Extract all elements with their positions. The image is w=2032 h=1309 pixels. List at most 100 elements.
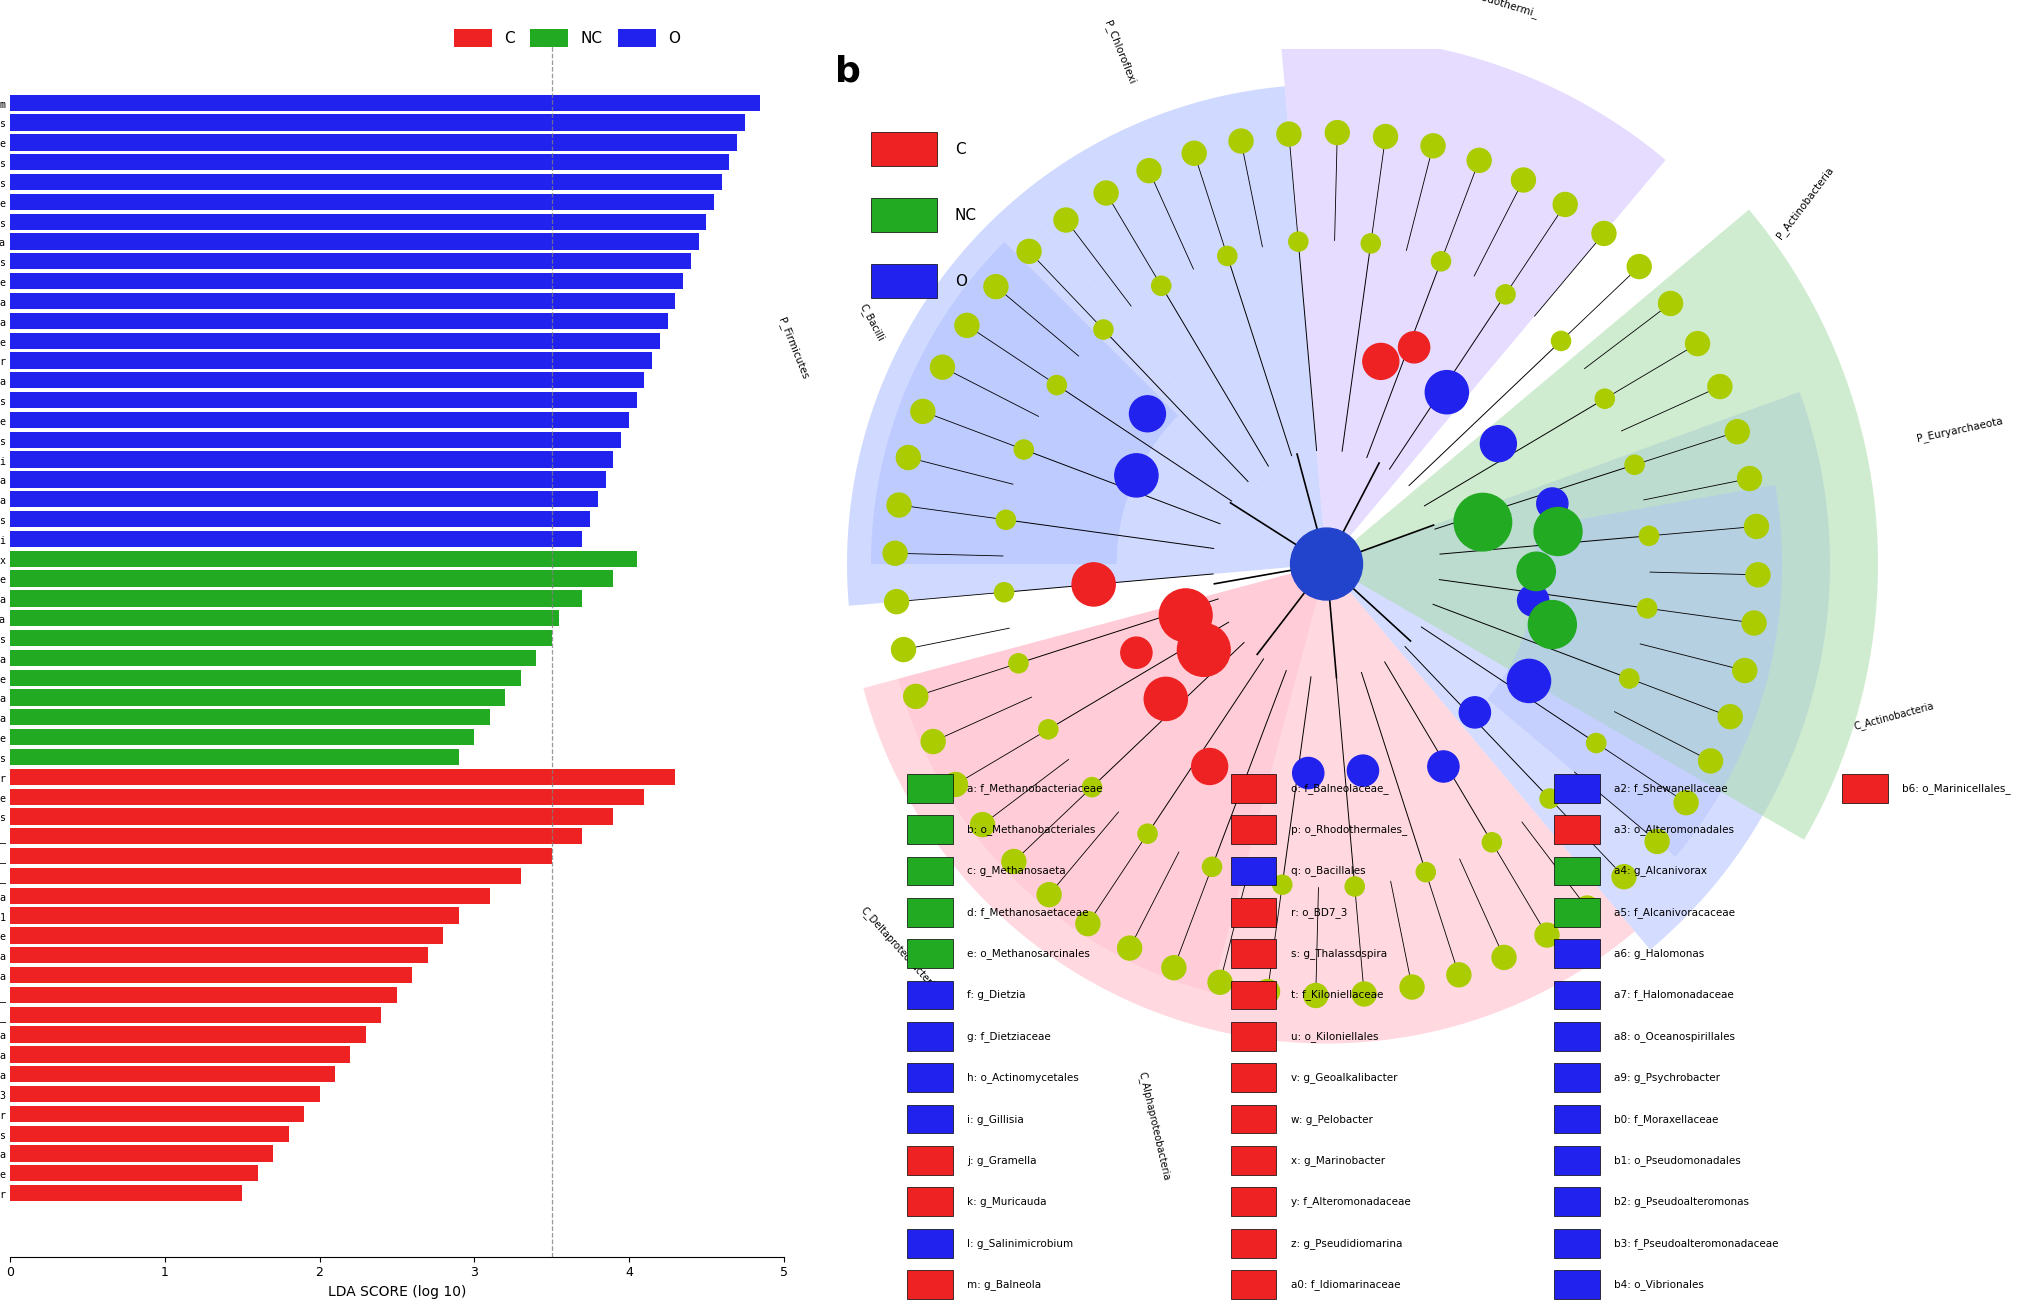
Text: a2: f_Shewanellaceae: a2: f_Shewanellaceae [1613, 783, 1727, 793]
Bar [10, 709, 490, 725]
Circle shape [1055, 208, 1077, 232]
Circle shape [1118, 936, 1142, 959]
Text: a9: g_Psychrobacter: a9: g_Psychrobacter [1613, 1072, 1721, 1083]
Bar [10, 530, 583, 547]
FancyBboxPatch shape [906, 1022, 953, 1051]
Text: o: f_Balneolaceae_: o: f_Balneolaceae_ [1290, 783, 1388, 793]
Circle shape [1552, 331, 1571, 351]
Bar [10, 788, 644, 805]
Circle shape [1481, 833, 1502, 852]
Bar [10, 630, 551, 647]
FancyBboxPatch shape [1231, 774, 1276, 802]
Bar [10, 135, 738, 151]
Text: C_Bacilli: C_Bacilli [858, 301, 886, 343]
Circle shape [1638, 598, 1656, 618]
Circle shape [1428, 751, 1459, 781]
Bar [10, 1106, 305, 1122]
Bar [10, 868, 520, 884]
Circle shape [1152, 276, 1170, 296]
Circle shape [1626, 456, 1644, 474]
Circle shape [1177, 623, 1229, 677]
Text: y: f_Alteromonadaceae: y: f_Alteromonadaceae [1290, 1196, 1410, 1207]
Text: a8: o_Oceanospirillales: a8: o_Oceanospirillales [1613, 1031, 1735, 1042]
Bar [10, 1026, 366, 1043]
Text: d: f_Methanosaetaceae: d: f_Methanosaetaceae [967, 907, 1089, 918]
Circle shape [1272, 876, 1292, 894]
Text: f: g_Dietzia: f: g_Dietzia [967, 990, 1026, 1000]
Bar [10, 829, 583, 844]
Text: i: g_Gillisia: i: g_Gillisia [967, 1114, 1024, 1124]
Bar [10, 571, 614, 586]
Bar [10, 1046, 350, 1063]
Circle shape [1424, 370, 1469, 414]
Circle shape [1162, 956, 1187, 979]
FancyBboxPatch shape [1231, 1022, 1276, 1051]
FancyBboxPatch shape [872, 264, 937, 298]
Circle shape [1674, 791, 1699, 814]
FancyBboxPatch shape [1231, 898, 1276, 927]
Circle shape [1036, 882, 1061, 907]
Circle shape [1534, 923, 1559, 946]
Text: P_Chloroflexi: P_Chloroflexi [1101, 20, 1138, 86]
Circle shape [1658, 292, 1682, 315]
Circle shape [955, 313, 979, 338]
Circle shape [1351, 982, 1376, 1005]
Circle shape [884, 542, 906, 565]
Text: b4: o_Vibrionales: b4: o_Vibrionales [1613, 1279, 1705, 1289]
FancyBboxPatch shape [1231, 1187, 1276, 1216]
Circle shape [1018, 240, 1040, 263]
Bar [10, 610, 559, 626]
FancyBboxPatch shape [1554, 1022, 1599, 1051]
FancyBboxPatch shape [872, 132, 937, 166]
Polygon shape [1487, 484, 1782, 857]
Bar [10, 1145, 272, 1161]
Text: a7: f_Halomonadaceae: a7: f_Halomonadaceae [1613, 990, 1733, 1000]
FancyBboxPatch shape [1554, 1270, 1599, 1299]
Circle shape [1447, 963, 1471, 987]
Text: a5: f_Alcanivoracaceae: a5: f_Alcanivoracaceae [1613, 907, 1735, 918]
Text: b: b [835, 55, 862, 89]
Text: a3: o_Alteromonadales: a3: o_Alteromonadales [1613, 825, 1733, 835]
Circle shape [1361, 234, 1380, 253]
Circle shape [1305, 983, 1327, 1008]
FancyBboxPatch shape [1554, 1187, 1599, 1216]
FancyBboxPatch shape [1554, 1229, 1599, 1258]
Circle shape [1345, 877, 1363, 897]
Circle shape [1536, 488, 1569, 520]
Bar [10, 94, 760, 111]
Circle shape [1467, 148, 1491, 173]
Circle shape [1455, 493, 1512, 551]
Polygon shape [864, 573, 1636, 1043]
Circle shape [1083, 778, 1101, 797]
Circle shape [1363, 343, 1398, 380]
Circle shape [943, 772, 967, 796]
FancyBboxPatch shape [906, 1147, 953, 1175]
FancyBboxPatch shape [1231, 1229, 1276, 1258]
Circle shape [920, 729, 945, 754]
Circle shape [983, 275, 1008, 298]
Bar [10, 491, 597, 508]
Text: P_Euryarchaeota: P_Euryarchaeota [1916, 415, 2004, 444]
Circle shape [1518, 552, 1554, 590]
Circle shape [1491, 945, 1516, 970]
Circle shape [971, 813, 994, 836]
Polygon shape [872, 242, 1179, 564]
Bar [10, 1165, 258, 1182]
Text: c: g_Methanosaeta: c: g_Methanosaeta [967, 865, 1065, 877]
Circle shape [1591, 221, 1615, 245]
Bar [10, 967, 412, 983]
FancyBboxPatch shape [1843, 774, 1888, 802]
Circle shape [1138, 825, 1156, 843]
Circle shape [1093, 319, 1114, 339]
Text: h: o_Actinomycetales: h: o_Actinomycetales [967, 1072, 1079, 1083]
Circle shape [1646, 830, 1668, 853]
Circle shape [1709, 374, 1731, 398]
Legend: C, NC, O: C, NC, O [447, 22, 687, 54]
FancyBboxPatch shape [1231, 980, 1276, 1009]
Circle shape [892, 637, 916, 661]
Circle shape [1183, 141, 1207, 165]
Circle shape [1075, 911, 1099, 936]
FancyBboxPatch shape [1554, 856, 1599, 885]
FancyBboxPatch shape [1554, 1063, 1599, 1092]
FancyBboxPatch shape [1231, 1147, 1276, 1175]
